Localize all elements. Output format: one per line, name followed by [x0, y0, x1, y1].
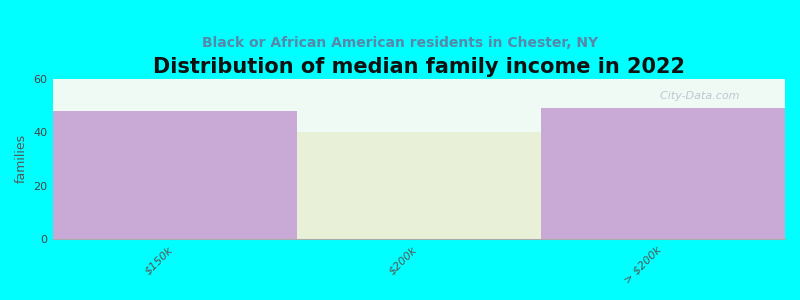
Bar — [541, 108, 785, 239]
Bar — [297, 132, 541, 239]
Text: City-Data.com: City-Data.com — [653, 92, 740, 101]
Y-axis label: families: families — [15, 134, 28, 183]
Text: Black or African American residents in Chester, NY: Black or African American residents in C… — [202, 36, 598, 50]
Title: Distribution of median family income in 2022: Distribution of median family income in … — [153, 57, 685, 77]
Bar — [53, 111, 297, 239]
